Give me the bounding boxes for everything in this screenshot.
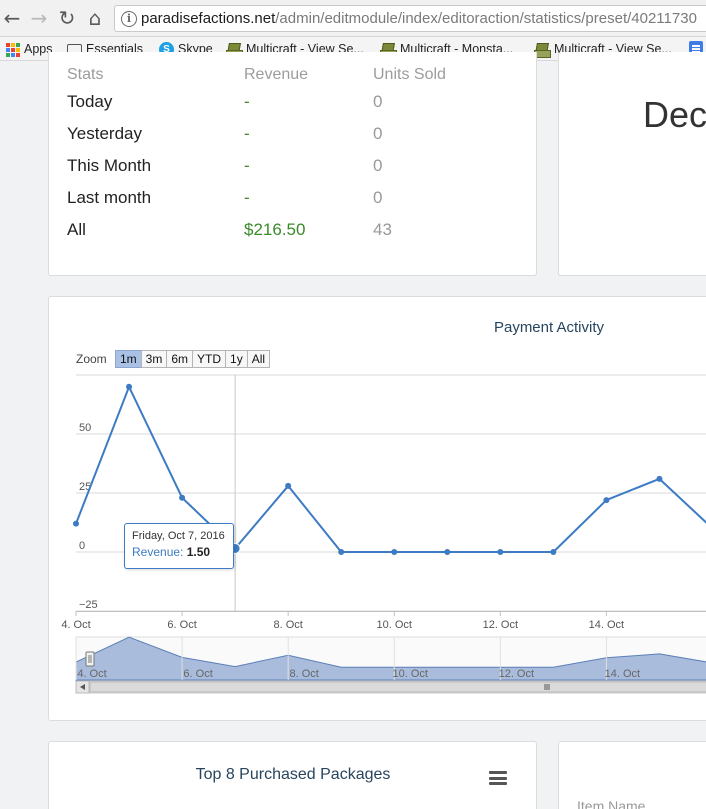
navigator-tick-label: 10. Oct <box>393 668 428 680</box>
navigator-tick-label: 8. Oct <box>289 668 318 680</box>
zoom-label: Zoom <box>76 352 107 366</box>
payment-activity-panel: Payment Activity Zoom 1m 3m 6m YTD 1y All 50 2… <box>48 296 706 721</box>
navigator-tick-label: 14. Oct <box>605 668 640 680</box>
stats-body: Today -0 Yesterday -0 This Month -0 Last month… <box>67 86 473 246</box>
home-icon: ⌂ <box>88 6 102 30</box>
back-arrow-icon: ← <box>3 6 21 30</box>
stats-row-revenue: - <box>244 92 250 111</box>
navigator-tick-label: 4. Oct <box>77 668 106 680</box>
stats-header: Stats <box>67 66 104 83</box>
y-tick-label: 0 <box>79 540 85 552</box>
bookmark-label: Apps <box>24 42 53 56</box>
tooltip-value: 1.50 <box>186 545 211 559</box>
forward-button[interactable]: → <box>28 6 50 30</box>
zoom-button-all[interactable]: All <box>246 350 271 368</box>
stats-row-units: 0 <box>373 188 383 207</box>
stats-row-label: Last month <box>67 188 152 207</box>
x-tick-label: 6. Oct <box>167 619 196 631</box>
items-panel: Item Name <box>558 741 706 809</box>
tooltip-series-name: Revenue <box>132 545 181 559</box>
stats-row-revenue: - <box>244 188 250 207</box>
x-tick-label: 10. Oct <box>377 619 412 631</box>
home-button[interactable]: ⌂ <box>84 6 106 30</box>
data-point <box>179 494 186 501</box>
tooltip-line: Revenue: 1.50 <box>132 544 226 560</box>
stats-row: Yesterday - 0 <box>67 118 473 150</box>
address-bar[interactable]: i paradisefactions.net/admin/editmodule/… <box>114 5 706 32</box>
stats-row: Today - 0 <box>67 86 473 118</box>
stats-row-label: Today <box>67 92 113 111</box>
stats-table: Stats Revenue Units Sold Today -0 Yesterda… <box>67 64 473 246</box>
x-tick-label: 4. Oct <box>61 619 90 631</box>
navigator-tick-label: 6. Oct <box>183 668 212 680</box>
y-tick-label: −25 <box>79 599 98 611</box>
bookmark-apps[interactable]: Apps <box>6 40 53 58</box>
chart-tooltip: Friday, Oct 7, 2016 Revenue: 1.50 <box>124 523 234 569</box>
top8-title: Top 8 Purchased Packages <box>195 766 391 783</box>
info-icon[interactable]: i <box>121 11 137 27</box>
stats-row: All $216.50 43 <box>67 214 473 246</box>
data-point <box>444 549 451 555</box>
data-point <box>656 475 663 482</box>
tooltip-date: Friday, Oct 7, 2016 <box>132 530 225 542</box>
data-point <box>338 549 345 555</box>
x-tick-label: 12. Oct <box>483 619 518 631</box>
revenue-header: Revenue <box>244 66 309 83</box>
scroll-left-arrow-icon <box>80 684 85 690</box>
navigator-series-area <box>75 636 706 681</box>
stats-row: This Month - 0 <box>67 150 473 182</box>
stats-row-units: 43 <box>373 220 392 239</box>
x-tick-label: 8. Oct <box>273 619 302 631</box>
y-tick-label: 50 <box>79 422 91 434</box>
stats-row-label: Yesterday <box>67 124 142 143</box>
stats-row-revenue: - <box>244 124 250 143</box>
stats-row-label: This Month <box>67 156 152 175</box>
item-name-header: Item Name <box>577 798 646 809</box>
zoom-button-6m[interactable]: 6m <box>166 350 194 368</box>
tooltip-colon: : <box>180 545 187 559</box>
x-tick-label: 14. Oct <box>589 619 624 631</box>
units-header: Units Sold <box>373 66 446 83</box>
hamburger-menu-icon[interactable] <box>489 771 507 785</box>
stats-row: Last month - 0 <box>67 182 473 214</box>
url-text[interactable]: paradisefactions.net/admin/editmodule/in… <box>141 10 697 28</box>
zoom-buttons: 1m 3m 6m YTD 1y All <box>115 350 271 368</box>
top8-panel: Top 8 Purchased Packages <box>48 741 537 809</box>
date-heading: Dec <box>643 94 706 135</box>
browser-toolbar: ← → ↻ ⌂ i paradisefactions.net/admin/edi… <box>0 0 706 37</box>
stats-row-units: 0 <box>373 124 383 143</box>
zoom-button-1m[interactable]: 1m <box>115 350 142 368</box>
url-host: paradisefactions.net <box>141 10 276 27</box>
data-point <box>497 549 504 555</box>
data-point <box>285 482 292 489</box>
back-button[interactable]: ← <box>1 6 23 30</box>
zoom-button-3m[interactable]: 3m <box>140 350 168 368</box>
stats-panel: Stats Revenue Units Sold Today -0 Yesterda… <box>48 52 537 276</box>
chart-title: Payment Activity <box>493 319 605 336</box>
data-point <box>126 383 133 390</box>
navigator-tick-label: 12. Oct <box>499 668 534 680</box>
reload-button[interactable]: ↻ <box>56 6 78 30</box>
data-point <box>550 549 557 555</box>
data-point <box>603 497 610 504</box>
forward-arrow-icon: → <box>30 6 48 30</box>
url-path: /admin/editmodule/index/editoraction/sta… <box>275 10 697 27</box>
stats-header-row: Stats Revenue Units Sold <box>67 64 473 86</box>
data-point <box>73 520 79 527</box>
reload-icon: ↻ <box>58 6 76 30</box>
scrollbar-thumb[interactable] <box>89 681 706 693</box>
zoom-button-1y[interactable]: 1y <box>225 350 248 368</box>
right-summary-panel: Dec <box>558 52 706 276</box>
stats-row-units: 0 <box>373 92 383 111</box>
stats-row-revenue: $216.50 <box>244 220 306 239</box>
stats-row-revenue: - <box>244 156 250 175</box>
data-point <box>391 549 398 555</box>
navigator-handle[interactable] <box>85 651 95 667</box>
stats-row-label: All <box>67 220 86 239</box>
stats-row-units: 0 <box>373 156 383 175</box>
apps-grid-icon <box>6 42 20 57</box>
